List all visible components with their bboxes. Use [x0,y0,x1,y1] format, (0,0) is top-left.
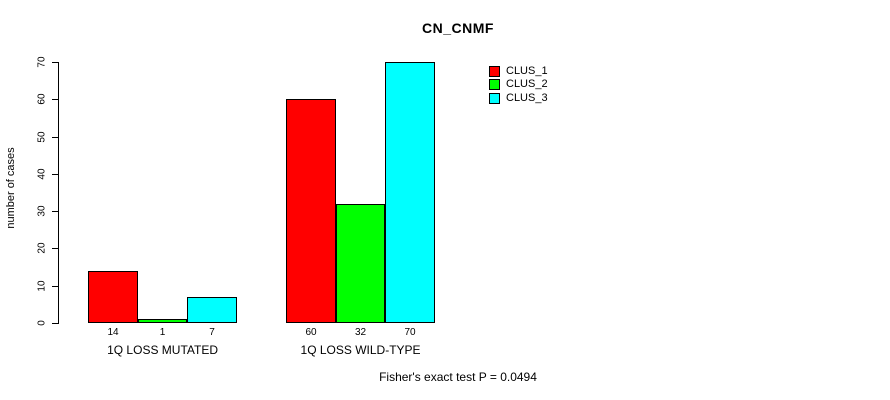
legend-label: CLUS_2 [506,78,548,91]
legend-row: CLUS_3 [489,91,548,104]
y-tick [52,62,58,63]
y-tick-label: 20 [36,242,48,254]
legend: CLUS_1 CLUS_2 CLUS_3 [489,66,548,106]
bar [385,62,435,323]
y-tick [52,323,58,324]
y-tick-label: 40 [36,168,48,180]
bar-value-label: 60 [305,326,317,338]
legend-label: CLUS_3 [506,91,548,104]
category-label: 1Q LOSS MUTATED [107,342,218,357]
bar [137,319,188,323]
bar-value-label: 7 [209,326,215,338]
bar-value-label: 14 [107,326,119,338]
legend-swatch [489,92,500,104]
bar [335,203,386,323]
y-tick-label: 30 [36,205,48,217]
bar [88,270,138,323]
legend-label: CLUS_1 [506,65,548,77]
bar-value-label: 1 [159,326,166,338]
category-label: 1Q LOSS WILD-TYPE [300,342,421,357]
chart-title: CN_CNMF [422,20,494,36]
y-tick-label: 10 [36,280,48,292]
bar-value-label: 70 [404,326,416,338]
y-tick [52,285,58,287]
y-tick-label: 50 [36,131,48,143]
legend-swatch [489,66,500,77]
y-axis-label: number of cases [5,147,17,229]
legend-row: CLUS_2 [489,78,548,91]
y-tick [52,136,58,138]
bar [286,99,336,323]
y-tick-label: 70 [36,56,48,68]
y-tick-label: 0 [36,320,48,326]
y-tick [52,211,58,213]
y-axis-line [58,61,59,324]
legend-swatch [489,79,500,91]
bar [187,296,237,323]
legend-row: CLUS_1 [489,66,548,77]
y-tick [52,248,58,250]
y-tick [52,99,58,101]
bar-value-label: 32 [354,326,367,338]
stats-note: Fisher's exact test P = 0.0494 [379,370,537,384]
y-tick [52,173,58,175]
y-tick-label: 60 [36,93,48,105]
